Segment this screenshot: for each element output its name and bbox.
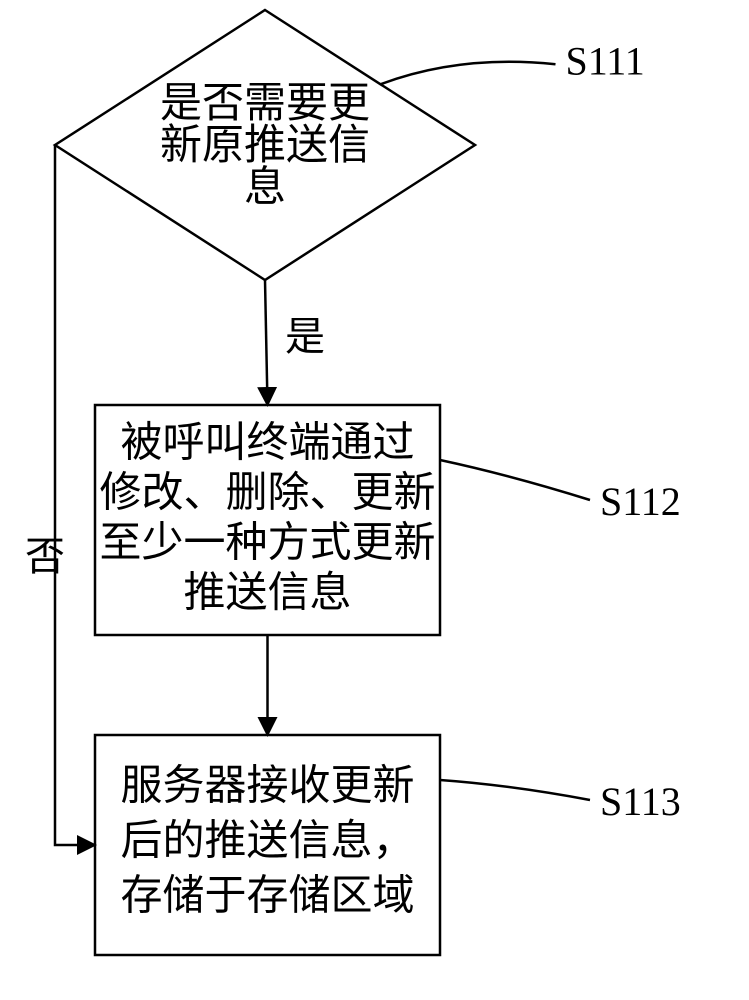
process1-text-4: 推送信息 (183, 570, 351, 617)
process1-text-2: 修改、删除、更新 (99, 470, 435, 517)
edge-yes-label: 是 (285, 314, 325, 359)
decision-text-1: 是否需要更 (160, 81, 370, 127)
leader-s111 (381, 62, 556, 85)
process2-text-1: 服务器接收更新 (120, 764, 414, 810)
process1-text-3: 至少一种方式更新 (99, 521, 435, 567)
process1-text-1: 被呼叫终端通过 (120, 421, 414, 467)
process2-text-3: 存储于存储区域 (120, 874, 414, 920)
edge-no (55, 145, 95, 845)
process2-text-2: 后的推送信息， (120, 818, 414, 865)
step-label-s111: S111 (566, 38, 645, 83)
edge-yes-1 (265, 280, 268, 405)
leader-s112 (440, 460, 590, 500)
edge-no-label: 否 (25, 534, 65, 579)
leader-s113 (440, 780, 590, 800)
step-label-s112: S112 (600, 479, 681, 524)
decision-text-3: 息 (244, 164, 286, 211)
step-label-s113: S113 (600, 779, 681, 824)
decision-text-2: 新原推送信 (160, 123, 370, 169)
